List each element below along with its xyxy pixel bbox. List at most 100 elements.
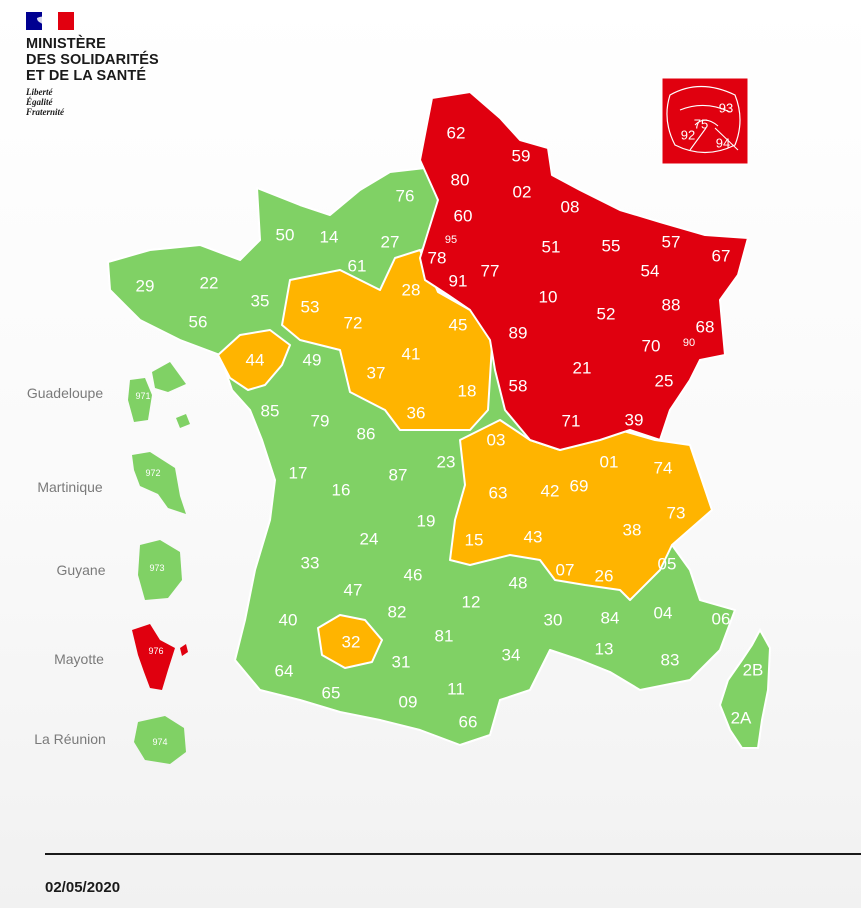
department-label-58: 58: [509, 377, 528, 396]
guadeloupe-shape: [152, 362, 186, 392]
bottom-rule: [45, 853, 861, 855]
department-label-95: 95: [445, 234, 457, 246]
department-label-19: 19: [417, 512, 436, 531]
department-label-49: 49: [303, 351, 322, 370]
guadeloupe-shape: [176, 414, 190, 428]
department-label-52: 52: [597, 305, 616, 324]
department-label-48: 48: [509, 574, 528, 593]
department-label-03: 03: [487, 431, 506, 450]
motto-line: Fraternité: [26, 107, 65, 117]
overseas-labels: Guadeloupe 971 Martinique 972 Guyane 973 Mayot…: [27, 385, 168, 747]
department-label-30: 30: [544, 611, 563, 630]
department-label-89: 89: [509, 324, 528, 343]
department-label-57: 57: [662, 233, 681, 252]
guadeloupe-shape: [128, 378, 152, 422]
ministry-line: ET DE LA SANTÉ: [26, 68, 147, 84]
department-label-47: 47: [344, 581, 363, 600]
department-label-27: 27: [381, 233, 400, 252]
department-label-18: 18: [458, 382, 477, 401]
department-label-39: 39: [625, 411, 644, 430]
department-label-31: 31: [392, 653, 411, 672]
ministry-line: MINISTÈRE: [26, 36, 106, 52]
department-label-70: 70: [642, 337, 661, 356]
department-label-78: 78: [428, 249, 447, 268]
red-zone-north-east: [419, 91, 749, 451]
ministry-logo: MINISTÈRE DES SOLIDARITÉS ET DE LA SANTÉ…: [26, 12, 196, 117]
department-label-42: 42: [541, 482, 560, 501]
department-label-87: 87: [389, 466, 408, 485]
department-label-77: 77: [481, 262, 500, 281]
orange-zone-loire-atlantique: [217, 329, 291, 391]
department-label-08: 08: [561, 198, 580, 217]
paris-department-label-93: 93: [719, 101, 733, 116]
department-label-56: 56: [189, 313, 208, 332]
guyane-shape: [138, 540, 182, 600]
department-label-15: 15: [465, 531, 484, 550]
overseas-code-label-971: 971: [135, 391, 150, 401]
orange-zone-west: [281, 249, 499, 431]
overseas-code-label-976: 976: [148, 646, 163, 656]
department-label-29: 29: [136, 277, 155, 296]
department-label-71: 71: [562, 412, 581, 431]
department-label-63: 63: [489, 484, 508, 503]
department-label-82: 82: [388, 603, 407, 622]
department-label-02: 02: [513, 183, 532, 202]
paris-department-label-94: 94: [716, 136, 730, 151]
motto-line: Liberté: [26, 87, 53, 97]
paris-inset: [661, 77, 749, 165]
mayotte-islet: [180, 644, 188, 656]
department-label-74: 74: [654, 459, 673, 478]
department-label-73: 73: [667, 504, 686, 523]
department-label-53: 53: [301, 298, 320, 317]
department-label-83: 83: [661, 651, 680, 670]
department-label-85: 85: [261, 402, 280, 421]
marianne-flag-icon: [26, 12, 74, 30]
overseas-name-label: La Réunion: [34, 731, 106, 747]
map-date: 02/05/2020: [45, 879, 121, 896]
department-label-64: 64: [275, 662, 294, 681]
department-label-09: 09: [399, 693, 418, 712]
department-label-50: 50: [276, 226, 295, 245]
department-label-41: 41: [402, 345, 421, 364]
department-label-54: 54: [641, 262, 660, 281]
department-label-25: 25: [655, 372, 674, 391]
department-label-45: 45: [449, 316, 468, 335]
department-label-37: 37: [367, 364, 386, 383]
department-label-84: 84: [601, 609, 620, 628]
department-label-72: 72: [344, 314, 363, 333]
paris-department-label-92: 92: [681, 128, 695, 143]
department-label-91: 91: [449, 272, 468, 291]
department-label-14: 14: [320, 228, 339, 247]
department-label-07: 07: [556, 561, 575, 580]
department-label-26: 26: [595, 567, 614, 586]
department-label-67: 67: [712, 247, 731, 266]
department-label-17: 17: [289, 464, 308, 483]
department-label-13: 13: [595, 640, 614, 659]
department-label-51: 51: [542, 238, 561, 257]
department-label-10: 10: [539, 288, 558, 307]
martinique-shape: [132, 452, 186, 514]
department-label-62: 62: [447, 124, 466, 143]
department-label-06: 06: [712, 610, 731, 629]
department-label-36: 36: [407, 404, 426, 423]
department-label-69: 69: [570, 477, 589, 496]
department-label-65: 65: [322, 684, 341, 703]
overseas-name-label: Martinique: [37, 479, 103, 495]
department-label-40: 40: [279, 611, 298, 630]
department-label-60: 60: [454, 207, 473, 226]
paris-department-label-75: 75: [694, 117, 708, 132]
overseas-name-label: Guadeloupe: [27, 385, 104, 401]
department-label-11: 11: [447, 680, 465, 699]
department-label-32: 32: [342, 633, 361, 652]
department-label-33: 33: [301, 554, 320, 573]
overseas-name-label: Mayotte: [54, 651, 104, 667]
overseas-code-label-973: 973: [149, 563, 164, 573]
department-label-05: 05: [658, 555, 677, 574]
department-label-34: 34: [502, 646, 521, 665]
department-label-59: 59: [512, 147, 531, 166]
orange-zone-gers: [317, 614, 383, 669]
department-label-81: 81: [435, 627, 454, 646]
department-label-01: 01: [600, 453, 619, 472]
department-label-43: 43: [524, 528, 543, 547]
